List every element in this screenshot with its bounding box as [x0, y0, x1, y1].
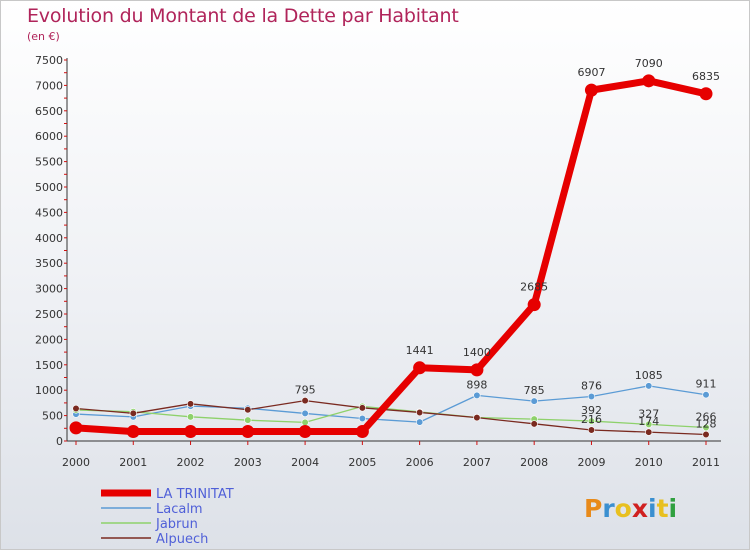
series-line-lacalm [75, 385, 707, 423]
data-point-lacalm [530, 397, 538, 405]
data-point-alpuech [358, 404, 366, 412]
data-point-jabrun [244, 416, 252, 424]
data-point-alpuech [473, 414, 481, 422]
y-tick-label: 3000 [35, 283, 63, 296]
data-label-lacalm: 898 [466, 378, 487, 391]
data-point-la-trinitat [69, 421, 83, 435]
data-label-la-trinitat: 1441 [406, 344, 434, 357]
x-tick-label: 2006 [406, 456, 434, 469]
data-point-la-trinitat [184, 425, 198, 439]
series-line-jabrun [75, 405, 707, 429]
data-point-la-trinitat [413, 361, 427, 375]
data-point-alpuech [416, 408, 424, 417]
data-point-jabrun [587, 417, 596, 425]
data-point-lacalm [702, 391, 710, 399]
data-point-lacalm [301, 409, 309, 418]
y-tick-label: 3500 [35, 257, 63, 270]
data-point-lacalm [416, 418, 424, 426]
data-label-alpuech: 216 [581, 413, 602, 426]
data-label-alpuech: 128 [696, 417, 717, 430]
legend-label: LA TRINITAT [156, 487, 234, 502]
data-point-alpuech [530, 420, 538, 428]
series-line-alpuech [75, 399, 707, 436]
y-tick-label: 7500 [35, 54, 63, 67]
data-point-lacalm [645, 382, 653, 390]
data-point-alpuech [702, 430, 710, 439]
x-tick-label: 2005 [348, 456, 376, 469]
data-label-la-trinitat: 7090 [635, 57, 663, 70]
data-label-alpuech: 795 [295, 384, 316, 397]
data-point-alpuech [129, 409, 137, 417]
x-tick-label: 2002 [177, 456, 205, 469]
x-tick-label: 2001 [119, 456, 147, 469]
data-point-jabrun [645, 420, 653, 428]
y-tick-label: 2500 [35, 308, 63, 321]
y-tick-label: 1000 [35, 384, 63, 397]
data-point-alpuech [186, 400, 195, 408]
x-tick-label: 2010 [635, 456, 663, 469]
x-tick-label: 2003 [234, 456, 262, 469]
x-tick-label: 2000 [62, 456, 90, 469]
data-point-la-trinitat [241, 425, 255, 439]
data-point-la-trinitat [126, 425, 140, 439]
y-tick-label: 7000 [35, 79, 63, 92]
data-point-alpuech [301, 397, 309, 405]
legend-label: Alpuech [156, 532, 208, 547]
y-tick-label: 5500 [35, 156, 63, 169]
data-label-lacalm: 911 [696, 378, 717, 391]
data-label-jabrun: 327 [638, 407, 659, 420]
y-tick-label: 6500 [35, 105, 63, 118]
x-tick-label: 2009 [577, 456, 605, 469]
y-tick-label: 4500 [35, 206, 63, 219]
data-point-la-trinitat [355, 425, 369, 439]
data-point-jabrun [301, 418, 309, 427]
data-label-lacalm: 1085 [635, 369, 663, 382]
legend-label: Lacalm [156, 502, 203, 517]
x-tick-label: 2007 [463, 456, 491, 469]
data-point-lacalm [587, 392, 596, 401]
data-point-la-trinitat [470, 363, 484, 377]
data-label-jabrun: 266 [696, 410, 717, 423]
data-label-lacalm: 785 [524, 384, 545, 397]
y-tick-label: 1500 [35, 359, 63, 372]
data-point-la-trinitat [298, 425, 312, 439]
data-point-jabrun [186, 413, 195, 421]
logo-text: Proxiti [584, 494, 677, 523]
data-label-la-trinitat: 6907 [577, 66, 605, 79]
y-tick-label: 2000 [35, 333, 63, 346]
data-point-jabrun [702, 423, 710, 432]
data-point-la-trinitat [527, 298, 541, 312]
proxiti-logo: Proxiti [584, 494, 677, 523]
data-point-alpuech [645, 428, 653, 436]
chart-subtitle: (en €) [27, 30, 60, 43]
data-point-lacalm [473, 391, 481, 399]
x-tick-label: 2004 [291, 456, 319, 469]
data-label-jabrun: 392 [581, 404, 602, 417]
series-line-la-trinitat [72, 77, 710, 436]
data-label-alpuech: 174 [638, 415, 659, 428]
data-point-alpuech [244, 406, 252, 414]
y-tick-label: 6000 [35, 130, 63, 143]
x-tick-label: 2011 [692, 456, 720, 469]
x-tick-label: 2008 [520, 456, 548, 469]
data-point-alpuech [72, 404, 80, 413]
y-tick-label: 500 [42, 410, 63, 423]
y-tick-label: 5000 [35, 181, 63, 194]
data-point-lacalm [358, 414, 366, 423]
data-label-la-trinitat: 1400 [463, 346, 491, 359]
data-label-la-trinitat: 2685 [520, 281, 548, 294]
data-label-lacalm: 876 [581, 379, 602, 392]
legend-label: Jabrun [155, 517, 198, 532]
data-point-la-trinitat [699, 87, 713, 101]
data-label-la-trinitat: 6835 [692, 70, 720, 83]
chart-title: Evolution du Montant de la Dette par Hab… [27, 5, 459, 27]
data-point-la-trinitat [584, 83, 598, 97]
data-point-la-trinitat [642, 74, 656, 88]
y-tick-label: 0 [56, 435, 63, 448]
data-point-alpuech [587, 426, 596, 434]
y-tick-label: 4000 [35, 232, 63, 245]
